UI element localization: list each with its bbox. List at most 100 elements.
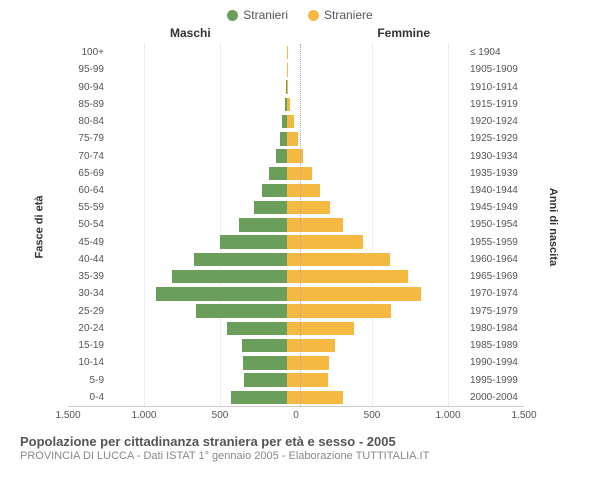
bar-half-female — [287, 320, 466, 337]
bar-half-male — [108, 251, 287, 268]
birth-label: 1995-1999 — [466, 375, 524, 386]
legend-item-female: Straniere — [308, 8, 373, 22]
birth-label: 1955-1959 — [466, 237, 524, 248]
swatch-female — [308, 10, 319, 21]
chart-row: 25-291975-1979 — [68, 303, 524, 320]
chart-row: 85-891915-1919 — [68, 96, 524, 113]
birth-label: 1985-1989 — [466, 340, 524, 351]
bar-female — [287, 339, 335, 352]
birth-label: 2000-2004 — [466, 392, 524, 403]
bar-half-female — [287, 216, 466, 233]
bar-half-male — [108, 113, 287, 130]
age-label: 5-9 — [68, 375, 108, 386]
chart-row: 5-9 1995-1999 — [68, 371, 524, 388]
bar-female — [287, 115, 294, 128]
chart-row: 95-991905-1909 — [68, 61, 524, 78]
bar-male — [244, 373, 287, 386]
bar-female — [287, 373, 328, 386]
chart-row: 20-24 1980-1984 — [68, 320, 524, 337]
bar-male — [242, 339, 287, 352]
bar-half-female — [287, 389, 466, 406]
bar-half-female — [287, 268, 466, 285]
chart-row: 60-64 1940-1944 — [68, 182, 524, 199]
bar-half-male — [108, 371, 287, 388]
birth-label: 1940-1944 — [466, 185, 524, 196]
bar-male — [196, 304, 287, 317]
bar-female — [287, 80, 288, 93]
age-label: 70-74 — [68, 151, 108, 162]
plot-area: Maschi Femmine Fasce di età Anni di nasc… — [10, 26, 590, 428]
chart-row: 40-441960-1964 — [68, 251, 524, 268]
bar-female — [287, 218, 343, 231]
legend-label-female: Straniere — [324, 8, 373, 22]
bar-male — [276, 149, 287, 162]
bar-half-male — [108, 182, 287, 199]
bar-half-male — [108, 165, 287, 182]
birth-label: 1980-1984 — [466, 323, 524, 334]
bar-male — [231, 391, 287, 404]
chart-row: 45-49 1955-1959 — [68, 234, 524, 251]
bar-female — [287, 270, 408, 283]
birth-label: 1920-1924 — [466, 116, 524, 127]
caption: Popolazione per cittadinanza straniera p… — [10, 428, 590, 462]
bar-male — [262, 184, 287, 197]
bar-half-female — [287, 285, 466, 302]
bar-half-female — [287, 61, 466, 78]
chart-row: 10-141990-1994 — [68, 354, 524, 371]
bar-half-male — [108, 216, 287, 233]
age-label: 80-84 — [68, 116, 108, 127]
x-tick: 1.000 — [435, 410, 460, 421]
bar-half-female — [287, 130, 466, 147]
bar-half-female — [287, 182, 466, 199]
legend-label-male: Stranieri — [243, 8, 288, 22]
y-axis-left-title: Fasce di età — [33, 196, 45, 259]
legend-item-male: Stranieri — [227, 8, 288, 22]
age-label: 20-24 — [68, 323, 108, 334]
age-label: 25-29 — [68, 306, 108, 317]
bar-half-male — [108, 285, 287, 302]
swatch-male — [227, 10, 238, 21]
bar-female — [287, 184, 320, 197]
bar-male — [156, 287, 287, 300]
birth-label: 1910-1914 — [466, 82, 524, 93]
chart-row: 30-341970-1974 — [68, 285, 524, 302]
age-label: 35-39 — [68, 271, 108, 282]
bar-half-female — [287, 44, 466, 61]
birth-label: 1965-1969 — [466, 271, 524, 282]
chart-row: 55-591945-1949 — [68, 199, 524, 216]
bar-female — [287, 253, 390, 266]
birth-label: ≤ 1904 — [466, 47, 524, 58]
bar-half-female — [287, 165, 466, 182]
bar-male — [194, 253, 287, 266]
age-label: 50-54 — [68, 219, 108, 230]
x-tick: 1.500 — [511, 410, 536, 421]
x-tick: 1.500 — [55, 410, 80, 421]
x-tick: 1.000 — [131, 410, 156, 421]
age-label: 85-89 — [68, 99, 108, 110]
bar-half-male — [108, 44, 287, 61]
center-line — [300, 44, 301, 406]
bar-half-female — [287, 234, 466, 251]
bar-half-male — [108, 96, 287, 113]
chart-row: 100+ ≤ 1904 — [68, 44, 524, 61]
birth-label: 1945-1949 — [466, 202, 524, 213]
age-label: 90-94 — [68, 82, 108, 93]
bar-half-male — [108, 303, 287, 320]
age-label: 100+ — [68, 47, 108, 58]
age-label: 60-64 — [68, 185, 108, 196]
bar-half-male — [108, 147, 287, 164]
bar-half-male — [108, 61, 287, 78]
x-axis: 1.5001.00050005001.0001.500 — [68, 406, 524, 428]
chart-row: 70-741930-1934 — [68, 147, 524, 164]
chart-row: 65-691935-1939 — [68, 165, 524, 182]
bar-male — [243, 356, 287, 369]
bar-half-female — [287, 96, 466, 113]
bar-female — [287, 322, 354, 335]
bar-female — [287, 391, 343, 404]
legend: Stranieri Straniere — [10, 8, 590, 22]
y-axis-right-title: Anni di nascita — [547, 188, 559, 266]
bar-half-female — [287, 251, 466, 268]
age-label: 45-49 — [68, 237, 108, 248]
chart-row: 15-191985-1989 — [68, 337, 524, 354]
age-label: 0-4 — [68, 392, 108, 403]
